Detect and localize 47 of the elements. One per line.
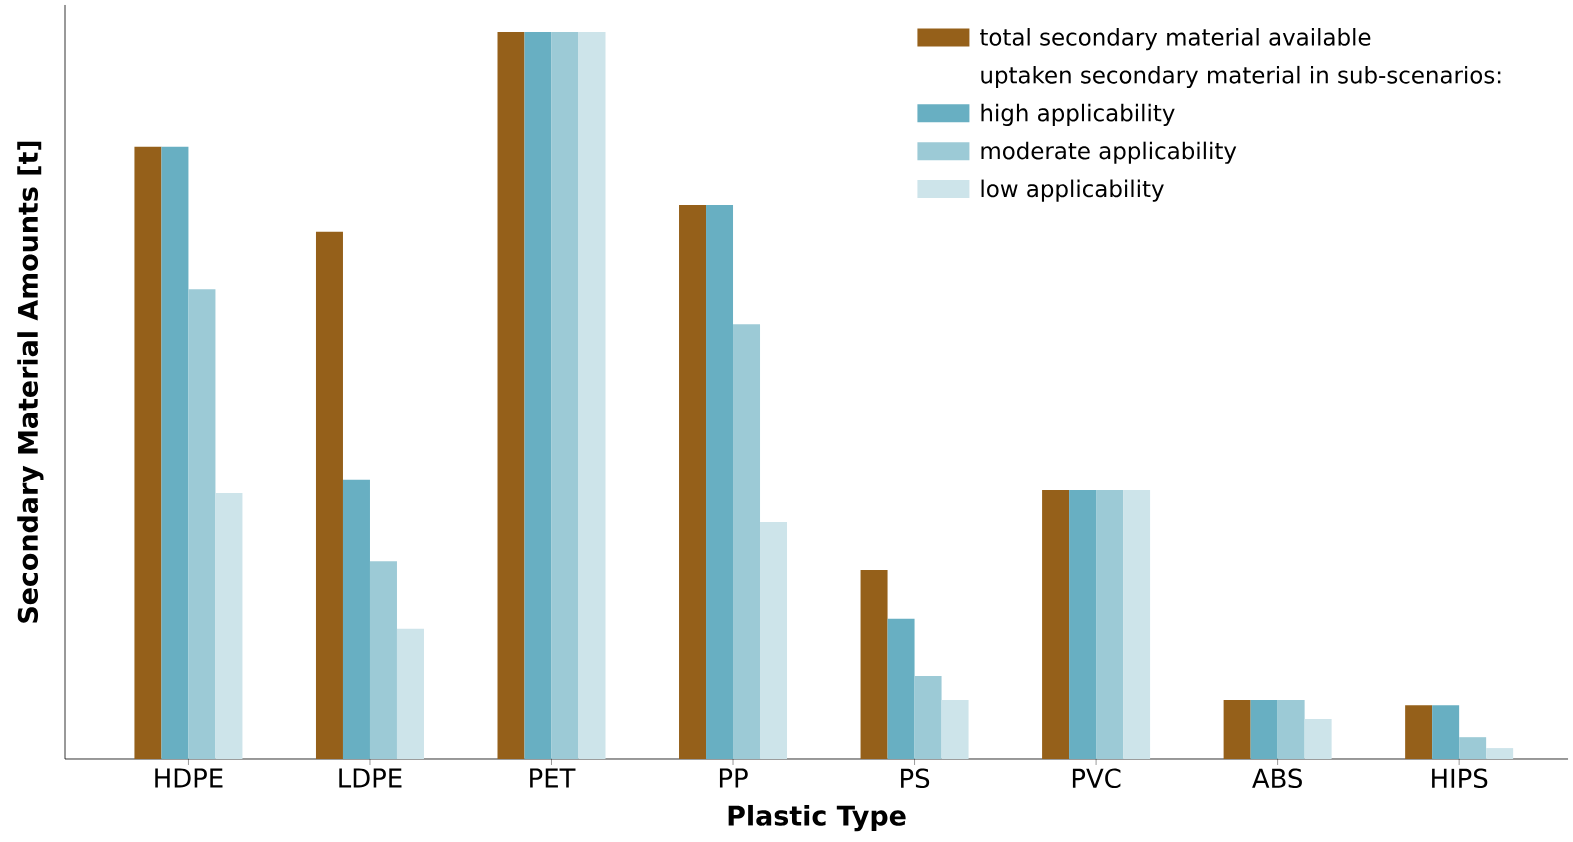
x-axis-title: Plastic Type	[728, 804, 906, 832]
bar	[134, 146, 162, 759]
bar	[1459, 737, 1487, 759]
bar	[941, 700, 969, 759]
x-tick-label: ABS	[1252, 768, 1302, 789]
bar	[733, 324, 761, 759]
bar	[161, 146, 189, 759]
x-tick-label: PVC	[1072, 768, 1121, 789]
x-tick-label: PP	[719, 768, 748, 788]
bar	[679, 204, 707, 759]
legend-label: low applicability	[981, 179, 1164, 202]
x-tick-label: HDPE	[155, 768, 223, 788]
bar	[215, 492, 243, 759]
bar	[551, 31, 579, 759]
x-tick-label: LDPE	[339, 768, 402, 788]
bar	[396, 628, 424, 759]
bar	[1042, 489, 1070, 759]
legend-label: high applicability	[981, 103, 1175, 126]
bar	[1486, 748, 1514, 759]
bar	[860, 569, 888, 759]
bar	[1405, 705, 1433, 759]
bar	[1432, 705, 1460, 759]
bar	[887, 618, 915, 759]
bar	[914, 676, 942, 759]
bar	[1250, 700, 1278, 759]
bar	[369, 561, 397, 759]
bar	[497, 31, 525, 759]
bar	[1069, 489, 1097, 759]
bar	[760, 521, 788, 759]
bar	[1123, 489, 1151, 759]
x-tick-label: HIPS	[1432, 768, 1488, 789]
bar	[342, 479, 370, 759]
x-tick-label: PS	[901, 768, 930, 789]
bar	[706, 204, 734, 759]
y-axis-title: Secondary Material Amounts [t]	[17, 141, 44, 623]
bar	[524, 31, 552, 759]
legend-label: moderate applicability	[981, 141, 1237, 164]
bar	[1223, 700, 1251, 759]
bar	[1304, 719, 1332, 759]
bar	[188, 289, 216, 759]
x-tick-label: PET	[530, 768, 576, 788]
bar	[315, 231, 343, 759]
bar	[578, 31, 606, 759]
legend-label: total secondary material available	[980, 28, 1371, 51]
annotation: uptaken secondary material in sub-scenarios:	[981, 65, 1501, 89]
bar	[1096, 489, 1124, 759]
bar	[1277, 700, 1305, 759]
